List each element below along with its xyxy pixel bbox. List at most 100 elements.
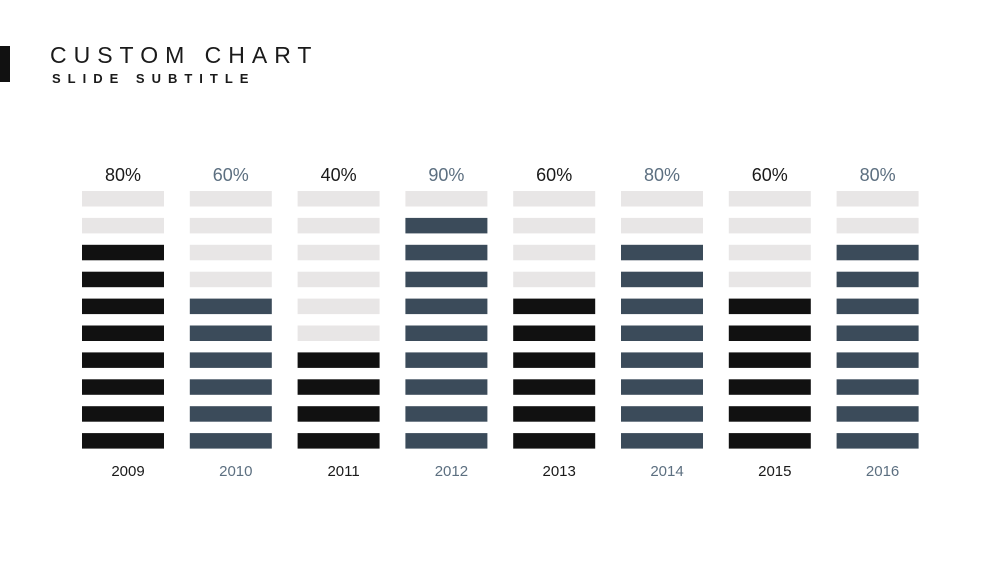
slide-subtitle: SLIDE SUBTITLE (52, 71, 256, 86)
bar-segment-filled (189, 406, 272, 422)
bar-2010: 60% 2010 (189, 165, 272, 480)
bar-segment-empty (728, 244, 811, 261)
bar-segment-filled (297, 352, 380, 368)
bar-2009: 80% 2009 (82, 165, 164, 480)
bar-segment-empty (621, 217, 703, 234)
slide-title: CUSTOM CHART (50, 42, 319, 68)
bar-segment-empty (728, 271, 811, 288)
bar-segment-filled (836, 379, 919, 395)
bar-segment-filled (621, 325, 703, 341)
bar-segment-empty (297, 325, 380, 341)
bar-segment-filled (621, 433, 703, 449)
category-label: 2009 (111, 463, 144, 480)
bar-segment-empty (189, 217, 272, 234)
bar-segment-filled (621, 352, 703, 368)
bar-segment-filled (513, 406, 596, 422)
bar-segment-empty (82, 191, 164, 207)
bar-2011: 40% 2011 (297, 165, 380, 480)
bar-segment-filled (189, 325, 272, 341)
bar-segment-empty (513, 191, 596, 207)
bar-segment-filled (405, 406, 488, 422)
bar-segment-filled (836, 352, 919, 368)
value-label: 80% (644, 165, 680, 185)
category-label: 2014 (650, 463, 683, 480)
bar-segment-empty (297, 191, 380, 207)
bar-segment-filled (621, 244, 703, 261)
bar-segment-filled (405, 217, 488, 234)
bar-2015: 60% 2015 (728, 165, 811, 480)
bar-segment-filled (728, 379, 811, 395)
bar-segment-filled (621, 379, 703, 395)
bar-segment-filled (728, 433, 811, 449)
bar-segment-filled (189, 379, 272, 395)
bar-segment-filled (836, 298, 919, 315)
bar-segment-filled (189, 352, 272, 368)
bar-segment-filled (621, 271, 703, 288)
value-label: 80% (860, 165, 896, 185)
bar-segment-filled (82, 406, 164, 422)
bar-2014: 80% 2014 (621, 165, 703, 480)
bar-segment-filled (82, 379, 164, 395)
bar-segment-filled (82, 433, 164, 449)
bar-segment-empty (728, 217, 811, 234)
bar-segment-filled (836, 406, 919, 422)
bar-segment-empty (621, 191, 703, 207)
bar-segment-filled (82, 352, 164, 368)
bar-segment-filled (728, 406, 811, 422)
bar-segment-empty (189, 244, 272, 261)
bar-segment-filled (836, 433, 919, 449)
bar-segment-empty (297, 217, 380, 234)
bar-segment-filled (405, 433, 488, 449)
bar-segment-empty (513, 271, 596, 288)
bar-2016: 80% 2016 (836, 165, 919, 480)
bar-segment-filled (836, 244, 919, 261)
value-label: 60% (213, 165, 249, 185)
bar-segment-filled (621, 298, 703, 315)
value-label: 60% (752, 165, 788, 185)
bar-segment-empty (189, 271, 272, 288)
bar-segment-filled (405, 352, 488, 368)
value-label: 40% (321, 165, 357, 185)
bar-segment-filled (297, 379, 380, 395)
bar-segment-filled (728, 325, 811, 341)
category-label: 2011 (327, 463, 359, 480)
bar-segment-filled (836, 325, 919, 341)
bar-segment-filled (513, 325, 596, 341)
bar-segment-filled (82, 298, 164, 315)
bar-segment-filled (513, 352, 596, 368)
bar-segment-filled (297, 433, 380, 449)
bar-segment-empty (513, 244, 596, 261)
category-label: 2012 (435, 463, 468, 480)
bar-segment-filled (728, 298, 811, 315)
bar-segment-filled (297, 406, 380, 422)
bar-segment-filled (405, 244, 488, 261)
bar-2013: 60% 2013 (513, 165, 596, 480)
bar-segment-empty (297, 298, 380, 315)
category-label: 2013 (543, 463, 576, 480)
category-label: 2016 (866, 463, 899, 480)
bar-segment-empty (728, 191, 811, 207)
bar-segment-filled (513, 379, 596, 395)
bar-segment-filled (728, 352, 811, 368)
accent-bar (0, 46, 10, 82)
bar-segment-filled (405, 325, 488, 341)
bar-segment-filled (82, 271, 164, 288)
bar-segment-empty (405, 191, 488, 207)
bar-segment-filled (405, 298, 488, 315)
value-label: 80% (105, 165, 141, 185)
bar-segment-filled (82, 325, 164, 341)
value-label: 90% (428, 165, 464, 185)
bar-2012: 90% 2012 (405, 165, 488, 480)
bar-segment-empty (297, 271, 380, 288)
bar-segment-empty (82, 217, 164, 234)
bar-segment-filled (405, 271, 488, 288)
bar-segment-empty (189, 191, 272, 207)
value-label: 60% (536, 165, 572, 185)
bar-segment-filled (189, 433, 272, 449)
bar-segment-filled (513, 298, 596, 315)
bar-segment-filled (82, 244, 164, 261)
category-label: 2015 (758, 463, 791, 480)
bar-segment-filled (513, 433, 596, 449)
bar-segment-empty (513, 217, 596, 234)
